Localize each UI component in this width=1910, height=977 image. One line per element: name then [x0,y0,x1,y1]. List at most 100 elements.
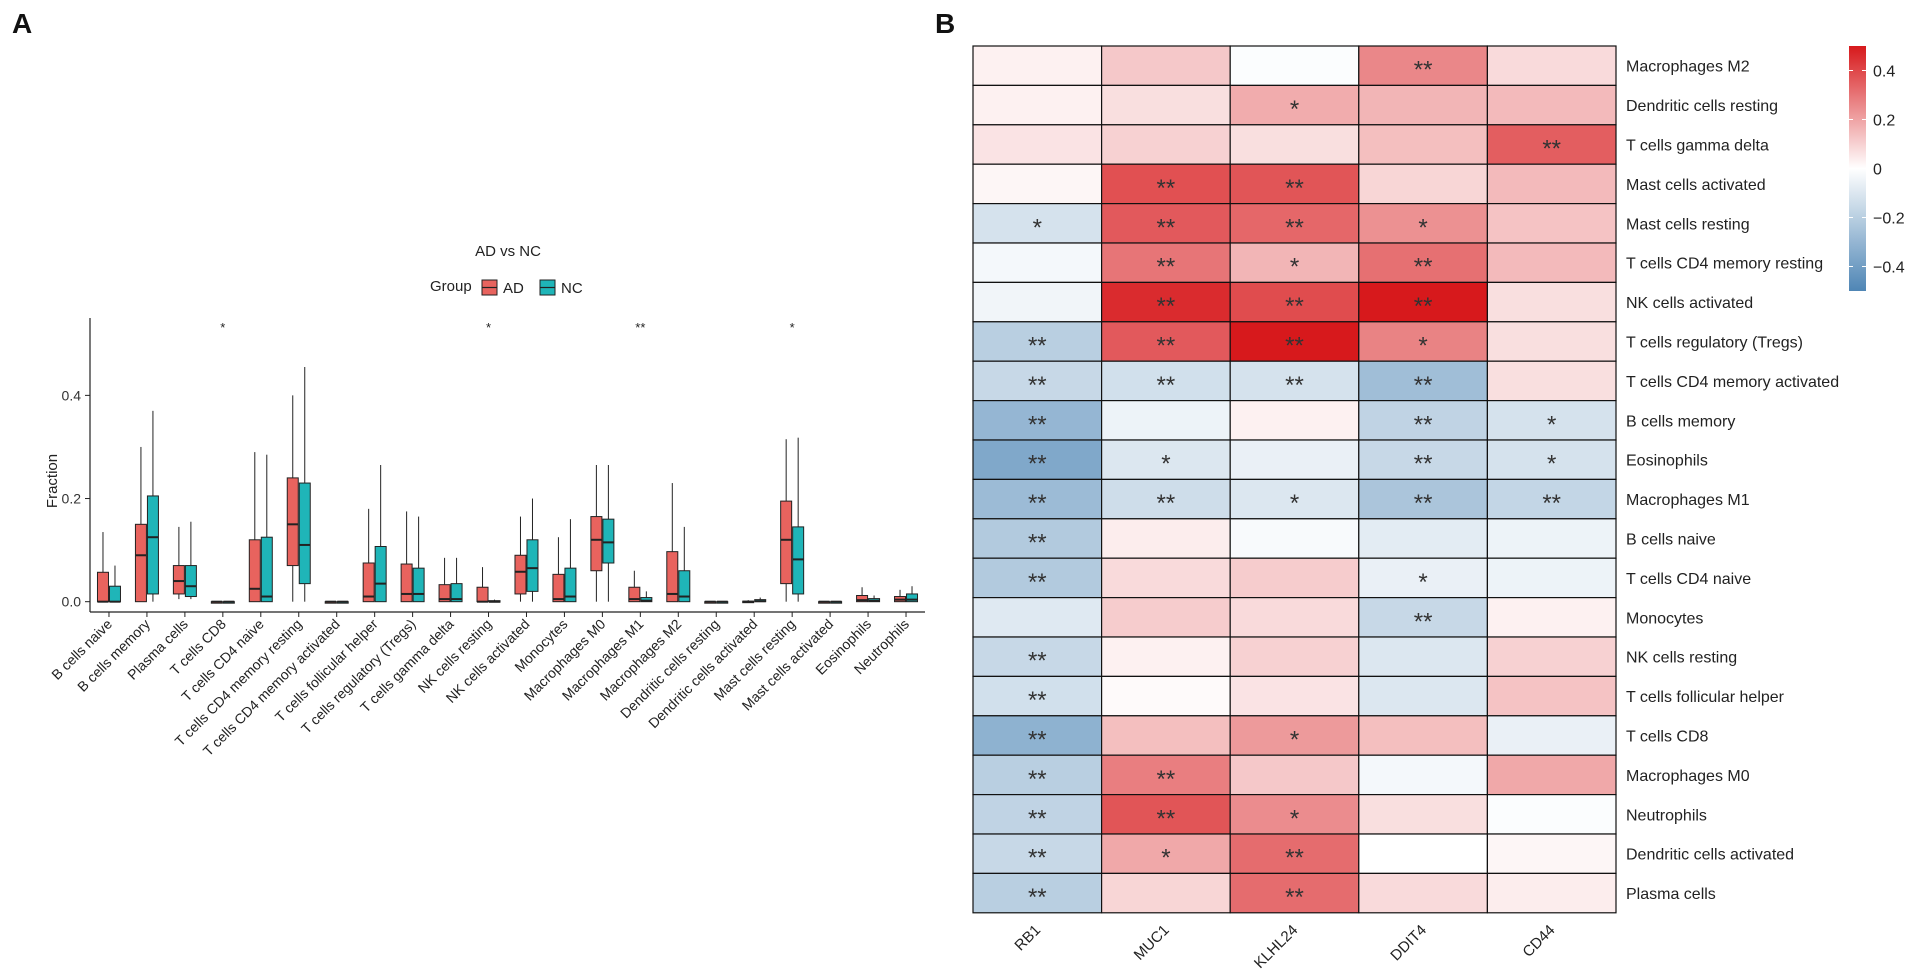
heatmap-cell [972,360,1103,402]
heatmap-cell [972,203,1103,244]
heatmap-cell [1100,400,1231,441]
heatmap-star: * [1547,411,1556,438]
heatmap-star: * [1290,727,1299,754]
box-nc [678,570,691,603]
box-ad [476,586,489,603]
heatmap-cell [972,45,1103,87]
box-ad [362,562,375,603]
heatmap-star: ** [1542,136,1561,163]
box-ad [628,586,641,603]
heatmap-cell [972,124,1103,165]
heatmap-star: ** [1028,727,1047,754]
heatmap-cell [1100,163,1231,205]
heatmap-cell [1358,636,1489,678]
heatmap-col-label: RB1 [1011,922,1044,955]
heatmap-row-label: Monocytes [1626,610,1703,627]
heatmap-cell [1358,793,1489,835]
box-ad [172,565,185,595]
legend-label-nc: NC [561,280,583,297]
heatmap-row-label: T cells CD8 [1626,729,1708,746]
heatmap-row-label: Eosinophils [1626,453,1708,470]
heatmap-star: ** [1285,372,1304,399]
y-axis-label: Fraction [44,454,61,508]
heatmap-row-label: T cells follicular helper [1626,689,1785,706]
heatmap-cell [1486,242,1617,284]
heatmap-cell [1486,833,1617,875]
panel-b-label: B [935,8,956,39]
heatmap-row-label: Macrophages M1 [1626,492,1750,509]
significance-mark: * [790,320,795,335]
heatmap-cell [1358,400,1489,441]
box-nc [298,482,311,585]
box-nc [146,495,159,595]
heatmap-cell [1358,596,1489,638]
heatmap-cell [1486,203,1617,244]
heatmap-cell [1100,203,1231,244]
heatmap-col-label: DDIT4 [1387,922,1430,965]
heatmap-star: ** [1028,451,1047,478]
heatmap-cell [1229,45,1360,87]
panel-a-label: A [12,8,33,39]
heatmap-cell [1486,636,1617,678]
heatmap-cell [1229,636,1360,678]
color-legend: 0.4 0.2 0 −0.2 −0.4 [1849,46,1905,291]
heatmap-cell [1358,281,1489,323]
colorbar-tick-label: 0 [1873,162,1882,179]
box-ad [856,594,869,603]
heatmap-star: ** [1414,57,1433,84]
heatmap-cell [1486,163,1617,205]
heatmap-cell [1358,321,1489,362]
heatmap-row-label: B cells memory [1626,413,1735,430]
heatmap-cell [1100,793,1231,835]
heatmap-row-label: T cells CD4 memory activated [1626,374,1839,391]
box-nc [260,536,273,603]
heatmap-row-label: T cells CD4 memory resting [1626,256,1823,273]
colorbar-bar [1849,46,1866,291]
heatmap-star: ** [1028,372,1047,399]
heatmap-star: ** [1028,648,1047,675]
box-ad [438,584,451,603]
heatmap-star: ** [1028,411,1047,438]
heatmap-cell [1486,281,1617,323]
legend-label-ad: AD [503,280,524,297]
box-nc [526,539,539,592]
y-tick-label: 0.4 [62,387,82,403]
heatmap-star: ** [1414,490,1433,517]
box-nc [602,518,615,564]
heatmap-star: ** [1157,254,1176,281]
box-nc [450,583,463,603]
heatmap-cell [972,557,1103,599]
heatmap-cell [1100,124,1231,165]
heatmap-star: ** [1157,175,1176,202]
heatmap-cell [1100,754,1231,796]
heatmap-cell [1486,439,1617,481]
legend-group-label: Group [430,278,472,295]
significance-mark: ** [635,320,645,335]
heatmap-cell [1229,675,1360,717]
heatmap-star: ** [1157,766,1176,793]
y-tick-label: 0.0 [62,594,82,610]
heatmap-cell [972,163,1103,205]
heatmap-star: ** [1285,845,1304,872]
heatmap-row-label: B cells naive [1626,532,1716,549]
heatmap-col-label: KLHL24 [1251,922,1301,972]
heatmap-cell [1229,360,1360,402]
heatmap-cell [1229,754,1360,796]
heatmap-cell [1229,124,1360,165]
heatmap-star: ** [1414,451,1433,478]
colorbar-tick-label: 0.2 [1873,113,1895,130]
heatmap-cell [1486,675,1617,717]
heatmap-star: ** [1157,372,1176,399]
heatmap-row-label: Dendritic cells activated [1626,847,1794,864]
heatmap-star: ** [1157,805,1176,832]
heatmap-star: ** [1285,884,1304,911]
heatmap-cell [972,754,1103,796]
legend-title: AD vs NC [475,243,541,260]
heatmap-cell [1486,872,1617,914]
heatmap-row-label: Macrophages M0 [1626,768,1750,785]
heatmap-cell [1358,715,1489,756]
heatmap-star: ** [1285,175,1304,202]
heatmap-cell [1229,596,1360,638]
heatmap-star: ** [1157,214,1176,241]
